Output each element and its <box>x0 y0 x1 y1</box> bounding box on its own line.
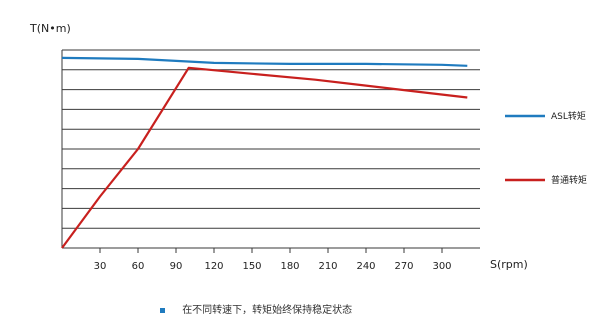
footnote-text: 在不同转速下，转矩始终保持稳定状态 <box>182 305 353 316</box>
x-tick-label: 150 <box>242 261 261 272</box>
x-axis-label: S(rpm) <box>490 258 528 271</box>
legend-label: 普通转矩 <box>551 174 587 186</box>
x-tick-label: 210 <box>318 261 337 272</box>
x-tick-label: 240 <box>356 261 375 272</box>
bullet-icon <box>160 307 165 313</box>
x-tick-label: 180 <box>280 261 299 272</box>
x-axis-ticks: 30 60 90 120 150 180 210 240 270 300 <box>94 248 452 272</box>
x-tick-label: 300 <box>432 261 451 272</box>
footnote: 在不同转速下，转矩始终保持稳定状态 <box>160 301 352 316</box>
x-tick-label: 270 <box>394 261 413 272</box>
x-tick-label: 120 <box>204 261 223 272</box>
legend-label: ASL转矩 <box>551 110 586 122</box>
x-tick-label: 90 <box>170 261 183 272</box>
series-line-standard <box>61 66 468 249</box>
y-axis-label: T(N•m) <box>29 22 71 35</box>
grid-lines <box>61 49 480 249</box>
x-tick-label: 60 <box>132 261 145 272</box>
series-lines <box>61 56 468 249</box>
series-line-asl <box>61 56 468 67</box>
x-tick-label: 30 <box>94 261 107 272</box>
